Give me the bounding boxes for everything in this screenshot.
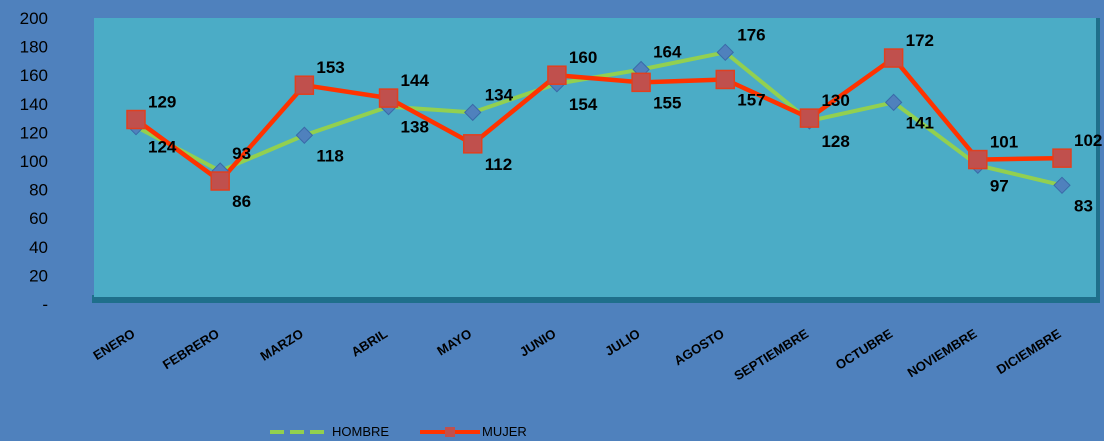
point-hombre bbox=[295, 126, 314, 144]
data-label-hombre: 128 bbox=[821, 132, 849, 151]
point-mujer bbox=[631, 72, 651, 93]
data-label-hombre: 93 bbox=[232, 144, 251, 163]
point-mujer bbox=[799, 108, 820, 128]
x-tick-label: SEPTIEMBRE bbox=[731, 326, 811, 384]
x-tick-label: AGOSTO bbox=[671, 326, 727, 368]
series-line-mujer bbox=[134, 55, 1063, 184]
point-mujer bbox=[378, 88, 399, 108]
y-tick-label: 200 bbox=[20, 9, 48, 28]
data-label-hombre: 164 bbox=[653, 42, 682, 61]
plot-area-shadow bbox=[92, 295, 1098, 303]
legend-marker-mujer bbox=[445, 427, 455, 437]
y-tick-label: 80 bbox=[29, 181, 48, 200]
data-label-mujer: 102 bbox=[1074, 131, 1102, 150]
x-tick-label: ABRIL bbox=[349, 326, 391, 360]
y-tick-label: 100 bbox=[20, 152, 48, 171]
data-label-mujer: 172 bbox=[906, 31, 934, 50]
y-tick-label: 20 bbox=[29, 266, 48, 285]
point-mujer bbox=[210, 171, 230, 191]
point-hombre bbox=[1053, 176, 1071, 195]
data-label-mujer: 160 bbox=[569, 48, 597, 67]
y-tick-label: 120 bbox=[20, 123, 48, 142]
y-tick-label: 40 bbox=[29, 238, 48, 257]
y-tick-label: 180 bbox=[20, 38, 48, 57]
data-label-mujer: 144 bbox=[401, 71, 430, 90]
data-label-hombre: 118 bbox=[316, 146, 343, 165]
data-label-mujer: 153 bbox=[316, 58, 344, 77]
data-label-mujer: 112 bbox=[485, 155, 512, 174]
y-tick-label: 160 bbox=[20, 66, 48, 85]
x-tick-label: MARZO bbox=[258, 326, 306, 364]
point-hombre bbox=[716, 43, 734, 62]
data-label-hombre: 176 bbox=[737, 25, 765, 44]
x-tick-label: NOVIEMBRE bbox=[905, 326, 980, 381]
data-label-hombre: 141 bbox=[906, 113, 934, 132]
point-mujer bbox=[462, 134, 483, 154]
point-mujer bbox=[1052, 148, 1072, 168]
data-label-mujer: 130 bbox=[821, 91, 849, 110]
point-hombre bbox=[464, 103, 482, 122]
data-label-hombre: 97 bbox=[990, 176, 1009, 195]
data-label-mujer: 155 bbox=[653, 93, 681, 112]
point-mujer bbox=[968, 149, 988, 170]
data-label-mujer: 101 bbox=[990, 133, 1018, 152]
y-tick-label: 140 bbox=[20, 95, 48, 114]
x-tick-label: JUNIO bbox=[517, 326, 559, 360]
x-tick-label: OCTUBRE bbox=[833, 326, 896, 373]
point-mujer bbox=[294, 75, 315, 95]
x-tick-label: JULIO bbox=[602, 326, 642, 359]
data-label-mujer: 129 bbox=[148, 93, 176, 112]
point-mujer bbox=[883, 48, 904, 68]
data-label-hombre: 124 bbox=[148, 138, 177, 157]
data-label-hombre: 138 bbox=[401, 118, 429, 137]
plot-area-shadow-side bbox=[1094, 18, 1100, 303]
x-tick-label: DICIEMBRE bbox=[994, 326, 1064, 378]
data-label-hombre: 154 bbox=[569, 95, 598, 114]
data-label-mujer: 86 bbox=[232, 192, 251, 211]
point-mujer bbox=[547, 65, 567, 85]
legend-label-hombre: HOMBRE bbox=[332, 424, 389, 439]
data-label-hombre: 83 bbox=[1074, 196, 1093, 215]
plot-area bbox=[94, 18, 1096, 297]
point-mujer bbox=[126, 109, 146, 130]
point-hombre bbox=[884, 93, 903, 112]
data-label-hombre: 134 bbox=[485, 85, 514, 104]
data-label-mujer: 157 bbox=[737, 90, 765, 109]
y-tick-label: 60 bbox=[29, 209, 48, 228]
y-tick-label: - bbox=[42, 295, 48, 314]
x-tick-label: ENERO bbox=[90, 326, 137, 363]
x-tick-label: MAYO bbox=[434, 326, 474, 359]
point-mujer bbox=[715, 69, 736, 90]
x-tick-label: FEBRERO bbox=[160, 326, 222, 372]
legend-label-mujer: MUJER bbox=[482, 424, 527, 439]
